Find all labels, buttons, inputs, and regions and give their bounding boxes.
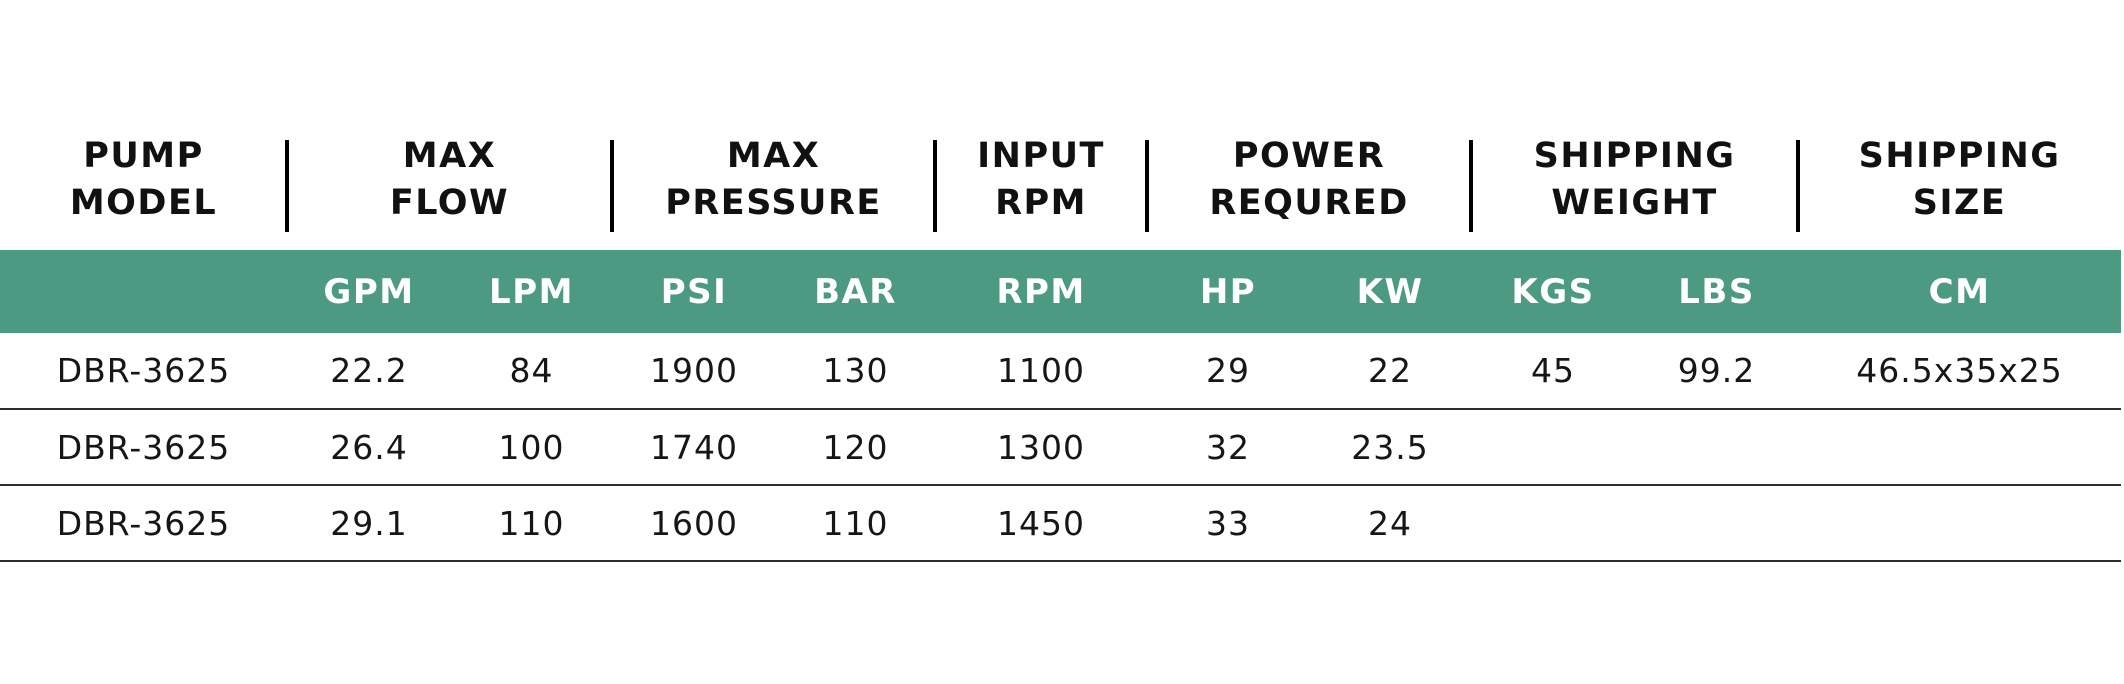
cell-kw: 24 xyxy=(1368,503,1413,543)
cell-psi: 1600 xyxy=(650,503,738,543)
header-line: RPM xyxy=(995,183,1087,223)
header-line: WEIGHT xyxy=(1551,183,1718,223)
cell-rpm: 1100 xyxy=(997,351,1086,390)
cell-kw: 23.5 xyxy=(1351,427,1429,467)
cell-psi: 1740 xyxy=(650,427,738,467)
unit-kw: KW xyxy=(1356,271,1424,312)
header-line: POWER xyxy=(1232,136,1386,176)
cell-bar: 130 xyxy=(822,351,889,390)
cell-pump-model: DBR-3625 xyxy=(56,351,231,390)
cell-cm xyxy=(1798,485,2121,561)
cell-pump-model: DBR-3625 xyxy=(56,427,231,467)
group-header-row: PUMP MODEL MAX FLOW MAX PRESSURE INPUT R… xyxy=(0,100,2121,250)
cell-rpm: 1450 xyxy=(997,503,1086,543)
unit-empty xyxy=(0,250,287,333)
unit-hp: HP xyxy=(1199,271,1257,312)
unit-kgs: KGS xyxy=(1511,271,1595,312)
header-line: PUMP xyxy=(83,136,204,176)
header-line: MAX xyxy=(726,136,821,176)
cell-kgs xyxy=(1471,485,1635,561)
unit-lbs: LBS xyxy=(1678,271,1755,312)
cell-lpm: 110 xyxy=(498,503,565,543)
unit-lpm: LPM xyxy=(489,271,574,312)
cell-lbs xyxy=(1635,485,1798,561)
cell-kgs xyxy=(1471,409,1635,485)
cell-pump-model: DBR-3625 xyxy=(56,503,231,543)
header-line: PRESSURE xyxy=(665,183,882,223)
unit-gpm: GPM xyxy=(323,271,415,312)
cell-kgs: 45 xyxy=(1531,351,1576,390)
unit-rpm: RPM xyxy=(996,271,1086,312)
header-input-rpm: INPUT RPM xyxy=(935,100,1150,250)
cell-bar: 110 xyxy=(822,503,889,543)
unit-bar: BAR xyxy=(814,271,897,312)
header-line: SIZE xyxy=(1912,183,2007,223)
header-line: SHIPPING xyxy=(1858,136,2061,176)
header-line: INPUT xyxy=(977,136,1105,176)
cell-gpm: 29.1 xyxy=(330,503,408,543)
unit-cm: CM xyxy=(1928,271,1991,312)
cell-rpm: 1300 xyxy=(997,427,1086,467)
table-row: DBR-3625 29.1 110 1600 110 1450 33 24 xyxy=(0,485,2122,561)
cell-cm xyxy=(1798,409,2121,485)
cell-hp: 32 xyxy=(1206,427,1251,467)
header-shipping-size: SHIPPING SIZE xyxy=(1798,100,2121,250)
table-row: DBR-3625 22.2 84 1900 130 1100 29 22 45 … xyxy=(0,333,2122,409)
cell-gpm: 22.2 xyxy=(330,351,408,390)
units-row: GPM LPM PSI BAR RPM HP KW KGS LBS CM xyxy=(0,250,2122,333)
cell-bar: 120 xyxy=(822,427,889,467)
cell-kw: 22 xyxy=(1368,351,1413,390)
header-power-required: POWER REQURED xyxy=(1147,100,1474,250)
header-line: REQURED xyxy=(1209,183,1409,223)
header-shipping-weight: SHIPPING WEIGHT xyxy=(1471,100,1801,250)
cell-cm: 46.5x35x25 xyxy=(1856,351,2063,390)
cell-lbs: 99.2 xyxy=(1677,351,1756,390)
pump-spec-table: PUMP MODEL MAX FLOW MAX PRESSURE INPUT R… xyxy=(0,100,2122,562)
cell-gpm: 26.4 xyxy=(330,427,408,467)
cell-lbs xyxy=(1635,409,1798,485)
header-max-flow: MAX FLOW xyxy=(287,100,615,250)
unit-psi: PSI xyxy=(660,271,728,312)
header-line: SHIPPING xyxy=(1533,136,1736,176)
table-row: DBR-3625 26.4 100 1740 120 1300 32 23.5 xyxy=(0,409,2122,485)
cell-lpm: 84 xyxy=(509,351,554,390)
cell-hp: 33 xyxy=(1206,503,1251,543)
cell-lpm: 100 xyxy=(498,427,565,467)
header-pump-model: PUMP MODEL xyxy=(0,100,289,250)
cell-hp: 29 xyxy=(1206,351,1251,390)
header-max-pressure: MAX PRESSURE xyxy=(612,100,938,250)
header-line: MODEL xyxy=(69,183,218,223)
cell-psi: 1900 xyxy=(650,351,738,390)
header-line: MAX xyxy=(402,136,497,176)
header-line: FLOW xyxy=(389,183,510,223)
